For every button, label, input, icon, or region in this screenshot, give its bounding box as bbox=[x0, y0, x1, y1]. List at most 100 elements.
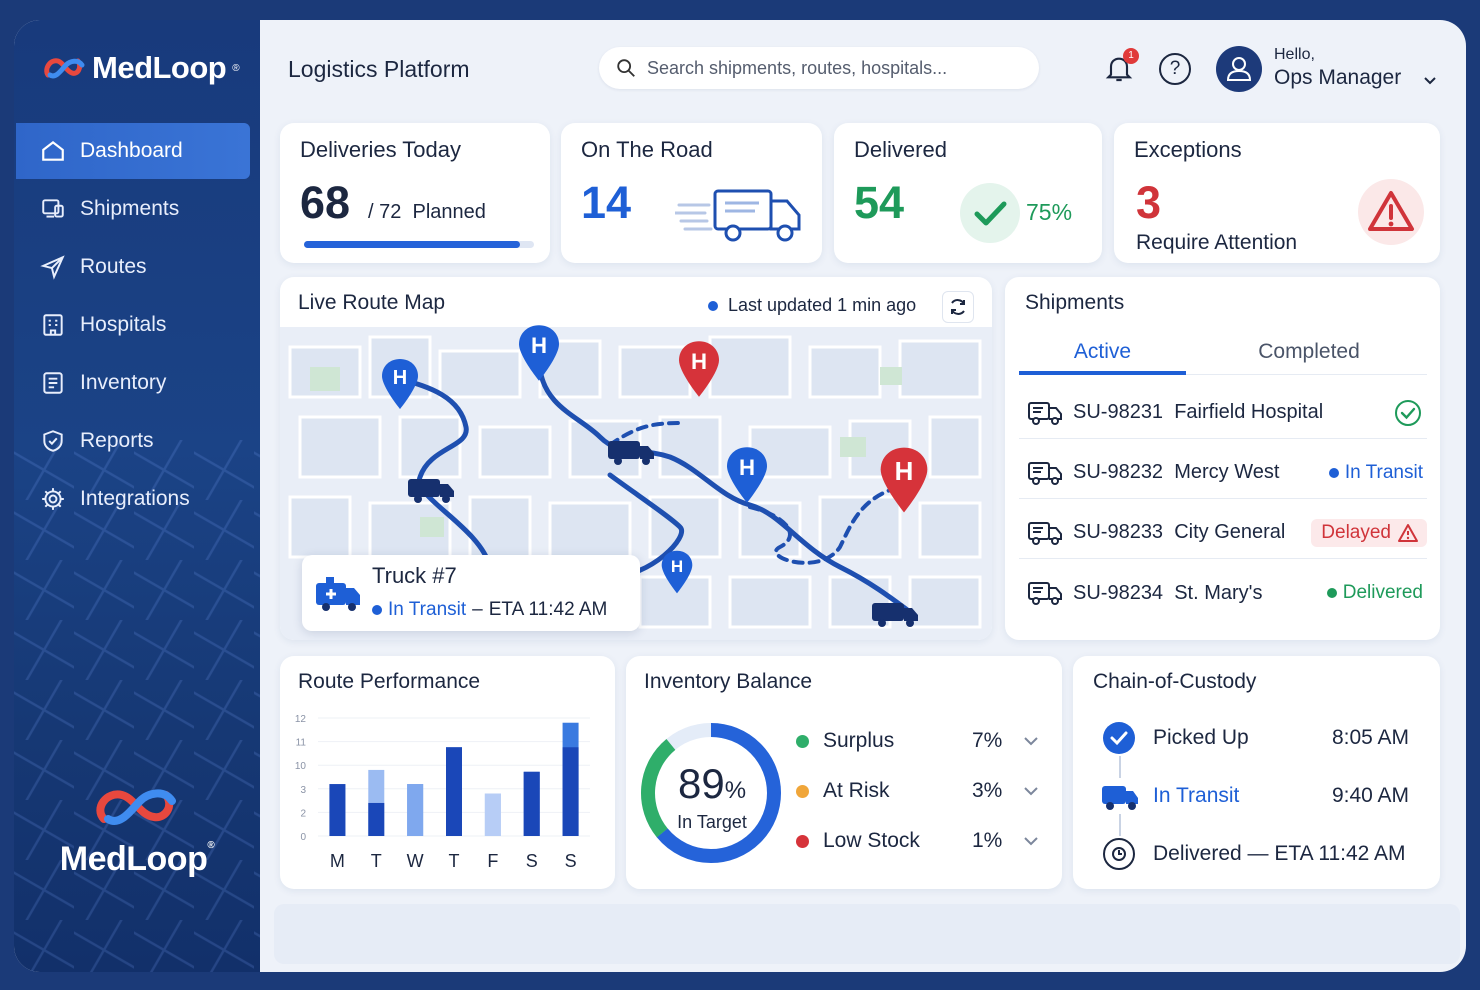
donut-value: 89% bbox=[662, 760, 762, 808]
sidebar-nav: Dashboard Shipments Routes Hospitals Inv… bbox=[14, 123, 260, 529]
search-icon bbox=[617, 59, 635, 77]
truck-status: In Transit – ETA 11:42 AM bbox=[372, 599, 607, 621]
send-icon bbox=[40, 255, 65, 280]
search-bar[interactable] bbox=[599, 47, 1039, 89]
delivery-truck-icon bbox=[675, 189, 801, 242]
greeting: Hello, bbox=[1274, 46, 1315, 63]
inventory-balance-panel: Inventory Balance 89% In Target Surplus … bbox=[626, 656, 1062, 889]
brand-logo[interactable]: MedLoop ® bbox=[42, 50, 240, 86]
chain-of-custody-panel: Chain-of-Custody Picked Up 8:05 AM In Tr… bbox=[1073, 656, 1440, 889]
shipment-id: SU-98233 bbox=[1073, 521, 1164, 543]
avatar[interactable] bbox=[1216, 46, 1262, 92]
sidebar-item-routes[interactable]: Routes bbox=[16, 239, 250, 295]
custody-step[interactable]: Delivered — ETA 11:42 AM bbox=[1101, 834, 1431, 874]
refresh-button[interactable] bbox=[942, 291, 974, 323]
truck-info-card[interactable]: Truck #7 In Transit – ETA 11:42 AM bbox=[302, 555, 640, 631]
check-icon bbox=[974, 201, 1007, 226]
truck-icon bbox=[1028, 401, 1062, 425]
chevron-down-icon[interactable] bbox=[1422, 72, 1438, 88]
legend-at-risk[interactable]: At Risk 3% bbox=[796, 776, 1046, 806]
shipment-hospital: Mercy West bbox=[1174, 461, 1280, 483]
tab-active[interactable]: Active bbox=[1019, 327, 1186, 375]
inventory-icon bbox=[43, 372, 63, 394]
kpi-title: On The Road bbox=[581, 137, 713, 162]
hospital-marker-icon[interactable]: H bbox=[516, 323, 562, 383]
truck-status-separator: – bbox=[472, 599, 483, 620]
bar-series-2[interactable] bbox=[484, 793, 501, 836]
sidebar-item-shipments[interactable]: Shipments bbox=[16, 181, 250, 237]
chevron-down-icon[interactable] bbox=[1022, 782, 1040, 800]
hospital-marker-icon[interactable]: H bbox=[380, 357, 420, 411]
bar-series-2[interactable] bbox=[523, 771, 540, 836]
x-tick-label: M bbox=[330, 851, 345, 871]
legend-surplus[interactable]: Surplus 7% bbox=[796, 726, 1046, 756]
shipment-tabs: Active Completed bbox=[1019, 327, 1427, 375]
shipment-row[interactable]: SU-98231 Fairfield Hospital bbox=[1019, 387, 1427, 439]
sidebar-item-label: Reports bbox=[80, 429, 154, 452]
legend-value: 1% bbox=[972, 829, 1003, 852]
sidebar-decoration bbox=[14, 440, 260, 972]
status-badge: In Transit bbox=[1328, 461, 1423, 484]
shipment-id: SU-98232 bbox=[1073, 461, 1164, 483]
status-dot bbox=[372, 605, 382, 615]
kpi-title: Deliveries Today bbox=[300, 137, 462, 162]
hospital-marker-icon[interactable]: H bbox=[660, 549, 694, 595]
shipment-row[interactable]: SU-98232 Mercy West In Transit bbox=[1019, 447, 1427, 499]
bar-series-2[interactable] bbox=[368, 802, 385, 836]
step-time: 9:40 AM bbox=[1331, 784, 1409, 807]
x-tick-label: F bbox=[487, 851, 498, 871]
truck-marker-icon[interactable] bbox=[406, 475, 456, 505]
kpi-note: Require Attention bbox=[1136, 231, 1298, 254]
search-input[interactable] bbox=[647, 57, 1017, 79]
hospital-marker-alert-icon[interactable]: H bbox=[878, 445, 930, 515]
warning-triangle-icon bbox=[1368, 191, 1414, 231]
custody-step[interactable]: Picked Up 8:05 AM bbox=[1101, 718, 1431, 758]
svg-text:H: H bbox=[739, 455, 755, 480]
sidebar-item-hospitals[interactable]: Hospitals bbox=[16, 297, 250, 353]
home-icon bbox=[42, 140, 64, 161]
inventory-donut[interactable] bbox=[636, 718, 786, 868]
sidebar-item-integrations[interactable]: Integrations bbox=[16, 471, 250, 527]
status-text: In Transit bbox=[1344, 461, 1423, 483]
bar-series-2[interactable] bbox=[407, 784, 424, 836]
bar-series-2[interactable] bbox=[329, 784, 346, 836]
svg-text:H: H bbox=[691, 349, 707, 374]
hospital-marker-alert-icon[interactable]: H bbox=[676, 339, 722, 399]
kpi-deliveries-today[interactable]: Deliveries Today 68 / 72 Planned bbox=[280, 123, 550, 263]
truck-marker-icon[interactable] bbox=[606, 437, 656, 467]
kpi-value: 14 bbox=[581, 177, 632, 228]
shipment-row[interactable]: SU-98233 City General Delayed bbox=[1019, 507, 1427, 559]
sidebar-item-dashboard[interactable]: Dashboard bbox=[16, 123, 250, 179]
chevron-down-icon[interactable] bbox=[1022, 732, 1040, 750]
sidebar-item-inventory[interactable]: Inventory bbox=[16, 355, 250, 411]
truck-icon bbox=[1028, 521, 1062, 545]
route-performance-chart[interactable]: 12 11 10 3 2 0 M T W T F S S bbox=[280, 712, 615, 882]
x-tick-label: T bbox=[371, 851, 382, 871]
panel-title: Chain-of-Custody bbox=[1093, 670, 1257, 693]
help-button[interactable]: ? bbox=[1159, 53, 1191, 85]
kpi-delivered[interactable]: Delivered 54 75% bbox=[834, 123, 1102, 263]
custody-step[interactable]: In Transit 9:40 AM bbox=[1098, 776, 1431, 816]
bell-icon bbox=[1105, 57, 1133, 82]
notifications-button[interactable]: 1 bbox=[1103, 48, 1139, 84]
shipment-row[interactable]: SU-98234 St. Mary's Delivered bbox=[1019, 567, 1427, 619]
truck-status-text: In Transit bbox=[388, 599, 467, 620]
progress-fill bbox=[304, 241, 521, 248]
svg-text:H: H bbox=[671, 557, 683, 576]
legend-dot bbox=[796, 834, 809, 848]
truck-marker-icon[interactable] bbox=[870, 599, 920, 629]
legend-low-stock[interactable]: Low Stock 1% bbox=[796, 826, 1046, 856]
chevron-down-icon[interactable] bbox=[1022, 832, 1040, 850]
bar-series-2[interactable] bbox=[562, 747, 579, 836]
kpi-exceptions[interactable]: Exceptions 3 Require Attention bbox=[1114, 123, 1440, 263]
sidebar-item-reports[interactable]: Reports bbox=[16, 413, 250, 469]
user-name[interactable]: Ops Manager bbox=[1274, 66, 1402, 89]
bar-series-2[interactable] bbox=[446, 747, 462, 836]
hospital-marker-icon[interactable]: H bbox=[724, 445, 770, 505]
topbar: Logistics Platform 1 ? Hello, Ops Manage… bbox=[260, 20, 1466, 120]
kpi-on-the-road[interactable]: On The Road 14 bbox=[561, 123, 822, 263]
panel-title: Shipments bbox=[1025, 291, 1125, 314]
live-dot bbox=[708, 300, 718, 311]
kpi-planned: / 72 Planned bbox=[368, 201, 486, 223]
tab-completed[interactable]: Completed bbox=[1258, 340, 1360, 363]
